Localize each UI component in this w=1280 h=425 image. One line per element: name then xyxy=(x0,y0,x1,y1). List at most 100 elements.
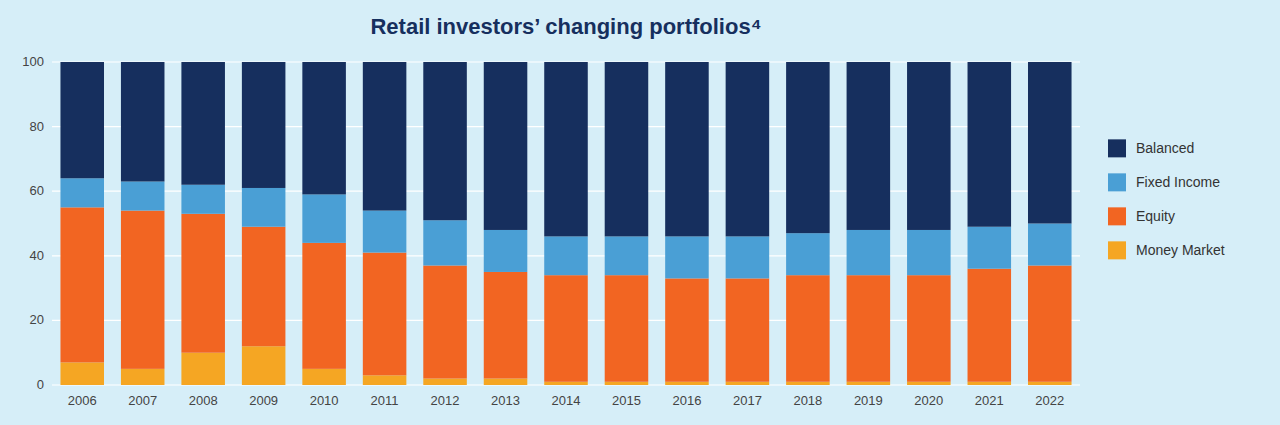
bar-segment xyxy=(181,353,225,385)
x-tick-label: 2015 xyxy=(612,393,641,408)
bar-segment xyxy=(181,62,225,185)
y-axis: 0 20 40 60 80 100 xyxy=(22,54,44,392)
legend: BalancedFixed IncomeEquityMoney Market xyxy=(1108,139,1225,259)
bar-segment xyxy=(786,62,830,233)
legend-label: Balanced xyxy=(1136,140,1194,156)
bar-segment xyxy=(544,62,588,236)
bar-segment xyxy=(544,382,588,385)
bar-segment xyxy=(302,62,346,194)
bar-segment xyxy=(121,211,165,369)
bar-segment xyxy=(605,62,649,236)
bars xyxy=(60,62,1071,385)
bar-segment xyxy=(665,278,709,381)
bar-segment xyxy=(665,382,709,385)
bar-segment xyxy=(242,346,286,385)
bar-segment xyxy=(544,275,588,382)
bar-segment xyxy=(786,233,830,275)
y-tick-label: 80 xyxy=(30,119,44,134)
bar-segment xyxy=(121,62,165,182)
bar-segment xyxy=(1028,382,1072,385)
bar-segment xyxy=(726,382,770,385)
bar-segment xyxy=(242,62,286,188)
bar-segment xyxy=(847,62,891,230)
bar-segment xyxy=(786,382,830,385)
bar-segment xyxy=(968,62,1012,227)
bar-segment xyxy=(60,207,104,362)
grid xyxy=(52,62,1080,385)
bar-segment xyxy=(1028,62,1072,224)
x-tick-label: 2008 xyxy=(189,393,218,408)
legend-swatch xyxy=(1108,173,1126,191)
bar-segment xyxy=(1028,224,1072,266)
bar-segment xyxy=(423,265,467,378)
bar-segment xyxy=(423,220,467,265)
x-tick-label: 2020 xyxy=(914,393,943,408)
bar-segment xyxy=(302,194,346,242)
y-tick-label: 40 xyxy=(30,248,44,263)
y-tick-label: 60 xyxy=(30,183,44,198)
bar-segment xyxy=(423,379,467,385)
bar-segment xyxy=(907,230,951,275)
bar-segment xyxy=(726,62,770,236)
bar-segment xyxy=(363,253,407,376)
bar-segment xyxy=(726,278,770,381)
bar-segment xyxy=(907,62,951,230)
bar-segment xyxy=(423,62,467,220)
bar-segment xyxy=(605,382,649,385)
bar-segment xyxy=(181,214,225,353)
bar-segment xyxy=(60,178,104,207)
legend-swatch xyxy=(1108,241,1126,259)
legend-label: Equity xyxy=(1136,208,1175,224)
bar-segment xyxy=(484,230,528,272)
x-tick-label: 2010 xyxy=(310,393,339,408)
bar-segment xyxy=(302,369,346,385)
bar-segment xyxy=(847,230,891,275)
bar-segment xyxy=(665,62,709,236)
x-tick-label: 2022 xyxy=(1035,393,1064,408)
x-tick-label: 2013 xyxy=(491,393,520,408)
bar-segment xyxy=(847,382,891,385)
bar-segment xyxy=(968,227,1012,269)
bar-segment xyxy=(968,382,1012,385)
bar-segment xyxy=(242,188,286,227)
x-tick-label: 2011 xyxy=(371,393,399,408)
x-tick-label: 2006 xyxy=(68,393,97,408)
bar-segment xyxy=(484,272,528,379)
x-tick-label: 2012 xyxy=(431,393,460,408)
bar-segment xyxy=(605,275,649,382)
bar-segment xyxy=(605,236,649,275)
y-tick-label: 0 xyxy=(37,377,44,392)
legend-swatch xyxy=(1108,207,1126,225)
bar-segment xyxy=(363,211,407,253)
x-tick-label: 2009 xyxy=(249,393,278,408)
bar-segment xyxy=(1028,265,1072,381)
bar-segment xyxy=(60,62,104,178)
x-tick-label: 2007 xyxy=(128,393,157,408)
bar-segment xyxy=(726,236,770,278)
bar-segment xyxy=(665,236,709,278)
chart-svg: Retail investors’ changing portfolios⁴02… xyxy=(0,0,1280,425)
bar-series xyxy=(60,62,1071,236)
bar-segment xyxy=(907,275,951,382)
bar-segment xyxy=(786,275,830,382)
x-axis: 2006 2007 2008 2009 2010 2011 2012 2013 2014 2015… xyxy=(68,393,1064,408)
y-tick-label: 100 xyxy=(22,54,44,69)
bar-segment xyxy=(302,243,346,369)
bar-segment xyxy=(60,362,104,385)
bar-segment xyxy=(181,185,225,214)
y-tick-label: 20 xyxy=(30,312,44,327)
bar-segment xyxy=(363,62,407,211)
bar-segment xyxy=(121,182,165,211)
bar-segment xyxy=(847,275,891,382)
bar-segment xyxy=(907,382,951,385)
bar-segment xyxy=(968,269,1012,382)
legend-label: Money Market xyxy=(1136,242,1225,258)
x-tick-label: 2016 xyxy=(672,393,701,408)
bar-segment xyxy=(121,369,165,385)
bar-segment xyxy=(544,236,588,275)
x-tick-label: 2021 xyxy=(975,393,1004,408)
bar-segment xyxy=(363,375,407,385)
x-tick-label: 2014 xyxy=(552,393,581,408)
chart-container: Retail investors’ changing portfolios⁴02… xyxy=(0,0,1280,425)
legend-swatch xyxy=(1108,139,1126,157)
